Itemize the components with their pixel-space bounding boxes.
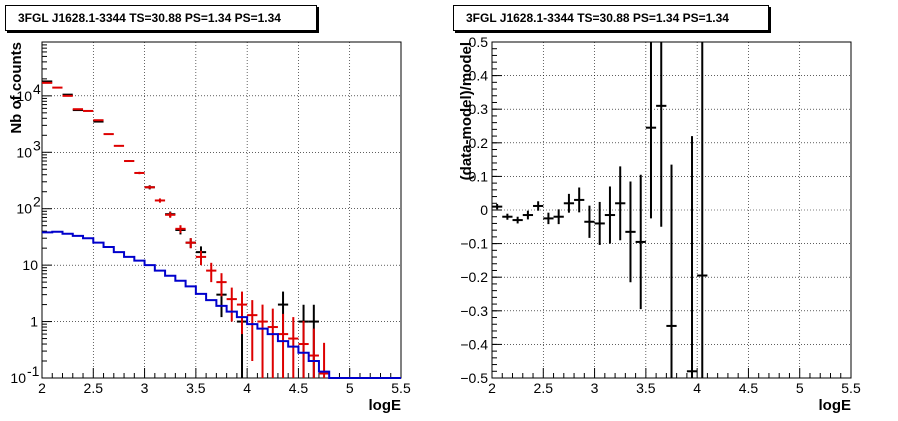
x-tick-label: 3 (141, 380, 149, 396)
residual-point (666, 164, 677, 378)
model-point (93, 119, 104, 122)
residual-point (584, 205, 595, 238)
background-model-line (42, 230, 401, 379)
residual-point (563, 193, 575, 213)
model-point (308, 328, 319, 378)
residual-point (686, 136, 698, 378)
y-tick-label: 0.3 (469, 101, 489, 117)
residual-chart: 2 2.5 3 3.5 4 4.5 5 5.5 −0.5 −0.4 −0.3 −0.2 −0.1 0 0.1… (458, 34, 861, 414)
model-point (206, 262, 217, 283)
x-tick-label: 3 (591, 380, 599, 396)
y-tick-label: 0.5 (469, 34, 489, 50)
residual-point (512, 216, 523, 224)
y-tick-label: 10 (22, 257, 38, 273)
residual-point (656, 42, 667, 227)
y-tick-label: −0.1 (460, 236, 488, 252)
residual-point (625, 181, 636, 283)
model-point (134, 171, 145, 175)
series-residual (492, 42, 708, 378)
y-tick-label: 0.4 (469, 68, 489, 84)
x-tick-label: 5.5 (391, 380, 411, 396)
x-tick-label: 3.5 (186, 380, 206, 396)
x-tick-label: 5 (346, 380, 354, 396)
x-axis-title: logE (819, 397, 852, 414)
residual-point (645, 42, 657, 219)
x-tick-label: 2 (488, 380, 496, 396)
y-tick-label: 0 (480, 202, 488, 218)
y-tick-label: 10 (16, 201, 32, 217)
x-axis-title: logE (369, 397, 402, 414)
model-point (185, 238, 196, 249)
model-point (154, 198, 166, 203)
residual-point (492, 203, 503, 210)
y-tick-exponent: 3 (33, 137, 41, 153)
y-axis-title: (data-model)/model (458, 42, 475, 180)
model-point (267, 308, 278, 378)
residual-point (697, 42, 708, 378)
y-tick-exponent: 2 (33, 194, 41, 210)
x-tick-label: 4 (693, 380, 701, 396)
residual-point (553, 209, 564, 225)
model-point (298, 320, 309, 378)
y-tick-label: −0.5 (460, 370, 488, 386)
model-point (277, 313, 289, 378)
model-point (144, 185, 155, 189)
y-tick-label: 1 (30, 314, 38, 330)
y-tick-label: −0.2 (460, 269, 488, 285)
x-tick-label: 4.5 (739, 380, 759, 396)
counts-panel: 2 2.5 3 3.5 4 4.5 5 5.5 10 -1 1 10 10 2 10 3 10 4 logE Nb o… (5, 5, 411, 414)
x-tick-label: 4.5 (289, 380, 309, 396)
model-point (257, 304, 268, 378)
y-tick-label: 0.2 (469, 135, 489, 151)
residual-point (594, 201, 605, 245)
series-background (42, 230, 401, 379)
y-tick-label: 10 (10, 370, 26, 386)
residual-point (502, 213, 513, 220)
grid (492, 42, 851, 378)
residual-point (604, 186, 616, 244)
model-point (175, 225, 186, 234)
y-axis-title: Nb of counts (8, 42, 25, 134)
residual-point (574, 187, 585, 213)
y-tick-label: −0.3 (460, 303, 488, 319)
model-point (83, 109, 94, 112)
residual-chart-title: 3FGL J1628.1-3344 TS=30.88 PS=1.34 PS=1.… (453, 5, 769, 31)
plot-frame (41, 41, 402, 379)
model-point (195, 250, 207, 266)
model-point (165, 212, 176, 218)
residual-panel: 2 2.5 3 3.5 4 4.5 5 5.5 −0.5 −0.4 −0.3 −0.2 −0.1 0 0.1… (449, 0, 898, 421)
x-tick-label: 2 (38, 380, 46, 396)
y-tick-label: 10 (16, 144, 32, 160)
residual-point (533, 201, 544, 211)
y-tick-label: 10 (16, 88, 32, 104)
x-tick-label: 2.5 (84, 380, 104, 396)
model-point (236, 291, 248, 335)
residual-point (615, 166, 626, 241)
residual-point (543, 212, 554, 225)
x-tick-label: 2.5 (534, 380, 554, 396)
model-point (72, 108, 84, 111)
y-tick-exponent: -1 (27, 363, 40, 379)
residual-point (635, 174, 646, 310)
residual-point (522, 210, 534, 220)
y-tick-label: 0.1 (469, 168, 489, 184)
x-tick-label: 3.5 (636, 380, 656, 396)
counts-chart-title: 3FGL J1628.1-3344 TS=30.88 PS=1.34 PS=1.… (5, 5, 317, 31)
x-tick-label: 5.5 (841, 380, 861, 396)
model-point (216, 273, 227, 297)
model-point (103, 133, 114, 136)
x-tick-label: 5 (796, 380, 804, 396)
model-point (247, 300, 258, 362)
data-point (42, 80, 53, 83)
y-tick-label: −0.4 (460, 336, 488, 352)
y-tick-exponent: 4 (33, 81, 41, 97)
x-tick-label: 4 (243, 380, 251, 396)
model-point (124, 160, 135, 163)
model-point (113, 144, 125, 147)
model-point (226, 287, 237, 322)
